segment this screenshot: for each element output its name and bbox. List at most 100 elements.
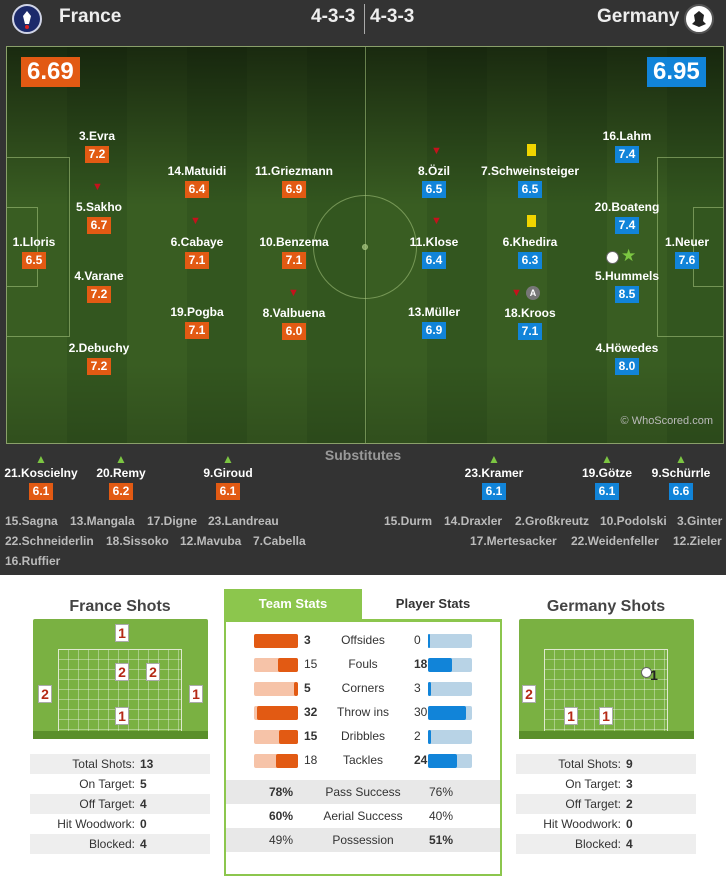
home-shot-map: 1 2 2 2 1 1 [33,619,208,739]
unused-sub[interactable]: 10.Podolski [600,514,667,528]
away-stat-value: 3 [414,681,421,695]
player-matuidi[interactable]: 14.Matuidi 6.4 [167,164,227,198]
sub-giroud[interactable]: ▲ 9.Giroud 6.1 [173,453,283,500]
away-stat-bar-track [428,730,472,744]
home-stat-bar-track [254,682,298,696]
player-boateng[interactable]: 20.Boateng 7.4 [594,200,660,234]
away-stat-value: 18 [414,657,428,671]
unused-sub[interactable]: 2.Großkreutz [515,514,590,528]
shot-map-goal-line [519,731,694,739]
right-penalty-box [657,157,723,337]
sub-koscielny[interactable]: ▲ 21.Koscielny 6.1 [0,453,96,500]
tab-player-stats[interactable]: Player Stats [395,596,471,611]
left-penalty-box [7,157,70,337]
unused-sub[interactable]: 23.Landreau [208,514,279,528]
center-spot [362,244,368,250]
player-hummels[interactable]: 5.Hummels 8.5 [594,269,660,303]
shot-zone-count: 1 [650,667,658,683]
unused-sub[interactable]: 14.Draxler [444,514,503,528]
unused-sub[interactable]: 12.Mavuba [180,534,242,548]
unused-sub[interactable]: 22.Weidenfeller [571,534,659,548]
shot-zone-count: 1 [564,707,578,725]
unused-sub[interactable]: 15.Durm [384,514,433,528]
home-stat-value: 18 [304,753,318,767]
goal-ball-icon [606,251,619,264]
player-neuer[interactable]: 1.Neuer 7.6 [664,235,710,269]
player-sakho[interactable]: 5.Sakho 6.7 [75,200,123,234]
player-varane[interactable]: 4.Varane 7.2 [74,269,124,303]
shot-stat-row: Hit Woodwork: 0 [543,817,633,831]
unused-sub[interactable]: 13.Mangala [70,514,135,528]
player-schweinsteiger[interactable]: 7.Schweinsteiger 6.5 [480,164,580,198]
shot-map-box [544,649,668,739]
away-stat-bar-track [428,682,472,696]
player-pogba[interactable]: 19.Pogba 7.1 [170,305,224,339]
unused-sub[interactable]: 18.Sissoko [106,534,169,548]
away-stat-bar [428,658,452,672]
player-ozil[interactable]: 8.Özil 6.5 [417,164,450,198]
player-klose[interactable]: 11.Klose 6.4 [409,235,459,269]
shot-stat-row: Total Shots: 13 [30,754,210,774]
sub-remy[interactable]: ▲ 20.Remy 6.2 [66,453,176,500]
unused-sub[interactable]: 15.Sagna [5,514,58,528]
substitutes-title: Substitutes [324,447,402,463]
stats-section: France Shots 1 2 2 2 1 1 Total Shots: 13 … [0,575,726,876]
france-crest-icon [12,4,42,34]
player-cabaye[interactable]: 6.Cabaye 7.1 [170,235,224,269]
unused-sub[interactable]: 17.Digne [147,514,198,528]
home-team-name[interactable]: France [59,6,122,27]
team-stats-body: 3 Offsides 0 15 Fouls 18 5 Corners 3 32 Throw ins 3… [224,619,502,876]
stat-label: Offsides [341,633,385,647]
sub-kramer[interactable]: ▲ 23.Kramer 6.1 [439,453,549,500]
player-griezmann[interactable]: 11.Griezmann 6.9 [254,164,334,198]
shot-zone-count: 2 [115,663,129,681]
player-lloris[interactable]: 1.Lloris 6.5 [12,235,56,269]
player-muller[interactable]: 13.Müller 6.9 [407,305,461,339]
home-stat-value: 5 [304,681,311,695]
away-team-name[interactable]: Germany [597,6,680,27]
away-stat-bar [428,730,431,744]
unused-sub[interactable]: 7.Cabella [253,534,306,548]
center-circle [313,195,417,299]
sub-on-arrow-icon: ▲ [601,452,613,466]
unused-sub[interactable]: 22.Schneiderlin [5,534,94,548]
away-stat-bar [428,706,466,720]
shot-stat-row: Total Shots: 9 [516,754,696,774]
player-debuchy[interactable]: 2.Debuchy 7.2 [68,341,130,375]
player-howedes[interactable]: 4.Höwedes 8.0 [595,341,659,375]
player-evra[interactable]: 3.Evra 7.2 [78,129,116,163]
player-valbuena[interactable]: 8.Valbuena 6.0 [262,306,326,340]
unused-sub[interactable]: 17.Mertesacker [470,534,557,548]
player-khedira[interactable]: 6.Khedira 6.3 [502,235,558,269]
unused-sub[interactable]: 16.Ruffier [5,554,61,568]
home-stat-bar [294,682,298,696]
sub-schurrle[interactable]: ▲ 9.Schürrle 6.6 [626,453,726,500]
right-goal-box [693,207,723,287]
home-stat-bar [279,730,298,744]
home-stat-value: 32 [304,705,318,719]
yellow-card-icon [527,215,536,227]
player-kroos[interactable]: 18.Kroos 7.1 [504,306,556,340]
home-formation: 4-3-3 [311,6,356,27]
sub-on-arrow-icon: ▲ [222,452,234,466]
away-stat-value: 24 [414,753,428,767]
sub-on-arrow-icon: ▲ [35,452,47,466]
home-shots-title: France Shots [69,598,171,615]
away-stat-bar [428,682,431,696]
home-team-rating: 6.69 [21,57,80,87]
unused-sub[interactable]: 3.Ginter [677,514,723,528]
shot-stat-row: Blocked: 4 [30,834,210,854]
player-lahm[interactable]: 16.Lahm 7.4 [602,129,652,163]
player-benzema[interactable]: 10.Benzema 7.1 [259,235,329,269]
tab-team-stats[interactable]: Team Stats [224,589,362,619]
team-stat-row: 32 Throw ins 30 [226,702,500,722]
stat-label: Fouls [348,657,378,671]
sub-gotze[interactable]: ▲ 19.Götze 6.1 [552,453,662,500]
shot-zone-count: 2 [146,663,160,681]
possession-row: 49% Possession 51% [226,828,500,852]
man-of-the-match-star-icon: ★ [621,246,637,265]
unused-sub[interactable]: 12.Zieler [673,534,722,548]
shot-ball-icon [641,667,652,678]
left-goal-box [7,207,38,287]
yellow-card-icon [527,144,536,156]
